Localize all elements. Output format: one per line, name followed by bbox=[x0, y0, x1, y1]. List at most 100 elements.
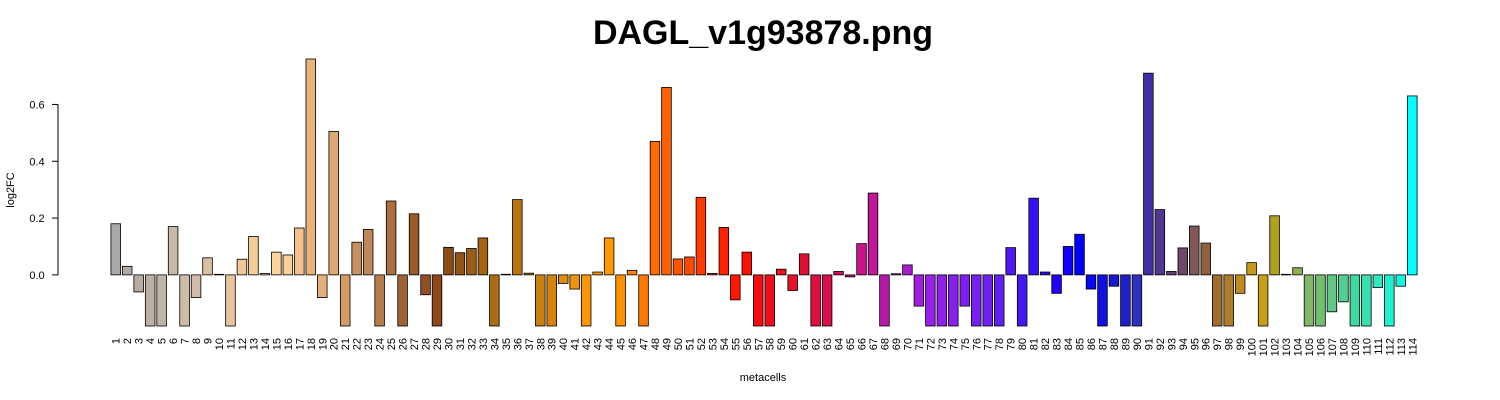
x-tick-label: 49 bbox=[661, 338, 673, 350]
x-tick-label: 114 bbox=[1407, 338, 1419, 356]
bar bbox=[603, 237, 615, 276]
x-tick-label: 107 bbox=[1327, 338, 1339, 356]
x-tick-label: 108 bbox=[1338, 338, 1350, 356]
x-tick-label: 16 bbox=[283, 338, 295, 350]
x-tick-label: 60 bbox=[788, 338, 800, 350]
bar bbox=[179, 274, 190, 327]
bar bbox=[339, 274, 351, 327]
x-tick-label: 15 bbox=[271, 338, 283, 350]
bar bbox=[317, 274, 328, 298]
bar bbox=[787, 274, 798, 291]
x-tick-label: 86 bbox=[1086, 338, 1098, 350]
x-tick-label: 89 bbox=[1120, 338, 1132, 350]
x-tick-label: 20 bbox=[329, 338, 341, 350]
x-tick-label: 3 bbox=[134, 338, 146, 344]
x-tick-label: 74 bbox=[948, 338, 960, 350]
bar bbox=[1062, 246, 1074, 276]
x-tick-label: 113 bbox=[1396, 338, 1408, 356]
x-tick-label: 102 bbox=[1270, 338, 1282, 356]
x-tick-label: 79 bbox=[1006, 338, 1018, 350]
bar bbox=[925, 274, 936, 327]
x-axis-label: metacells bbox=[740, 372, 787, 384]
x-tick-label: 4 bbox=[145, 338, 157, 344]
y-tick-label: 0.6 bbox=[29, 99, 44, 111]
x-tick-label: 99 bbox=[1235, 338, 1247, 350]
x-tick-label: 80 bbox=[1017, 338, 1029, 350]
bar bbox=[454, 252, 466, 276]
bar bbox=[271, 251, 282, 276]
bar bbox=[1372, 274, 1384, 289]
chart-title: DAGL_v1g93878.png bbox=[593, 14, 933, 52]
bar bbox=[1177, 247, 1189, 276]
x-tick-label: 56 bbox=[742, 338, 754, 350]
bar bbox=[351, 241, 362, 276]
bar bbox=[1200, 242, 1211, 276]
x-tick-label: 19 bbox=[317, 338, 329, 350]
bar bbox=[523, 272, 535, 276]
x-tick-label: 17 bbox=[294, 338, 306, 350]
x-tick-label: 44 bbox=[604, 338, 616, 350]
x-tick-label: 51 bbox=[684, 338, 696, 350]
x-tick-label: 48 bbox=[650, 338, 662, 350]
x-tick-label: 83 bbox=[1052, 338, 1064, 350]
x-tick-label: 104 bbox=[1293, 338, 1305, 356]
bar bbox=[1039, 271, 1051, 276]
x-tick-label: 90 bbox=[1132, 338, 1144, 350]
x-tick-label: 52 bbox=[696, 338, 708, 350]
bar bbox=[236, 258, 248, 276]
x-tick-label: 29 bbox=[432, 338, 444, 350]
bar bbox=[190, 274, 202, 298]
bar bbox=[1384, 274, 1395, 327]
bar bbox=[144, 274, 156, 327]
bar bbox=[718, 227, 730, 276]
x-tick-label: 73 bbox=[937, 338, 949, 350]
bar bbox=[569, 274, 580, 290]
x-tick-label: 7 bbox=[180, 338, 192, 344]
bar bbox=[248, 236, 259, 276]
bar bbox=[695, 196, 707, 276]
bar bbox=[121, 265, 133, 276]
bar bbox=[1143, 72, 1154, 276]
bar bbox=[649, 140, 661, 276]
x-tick-label: 58 bbox=[765, 338, 777, 350]
x-tick-label: 103 bbox=[1281, 338, 1293, 356]
x-tick-label: 84 bbox=[1063, 338, 1075, 350]
x-tick-label: 109 bbox=[1350, 338, 1362, 356]
bar bbox=[374, 274, 385, 327]
x-tick-label: 37 bbox=[524, 338, 536, 350]
x-tick-label: 112 bbox=[1384, 338, 1396, 356]
x-tick-label: 33 bbox=[478, 338, 490, 350]
bar bbox=[1131, 274, 1143, 327]
bar bbox=[856, 243, 867, 276]
y-tick-label: 0.0 bbox=[29, 270, 44, 282]
bar bbox=[661, 87, 672, 276]
bar bbox=[213, 273, 225, 276]
x-tick-label: 64 bbox=[834, 338, 846, 350]
x-tick-label: 94 bbox=[1178, 338, 1190, 350]
x-tick-label: 106 bbox=[1315, 338, 1327, 356]
x-tick-label: 54 bbox=[719, 338, 731, 350]
x-tick-label: 88 bbox=[1109, 338, 1121, 350]
x-tick-label: 66 bbox=[857, 338, 869, 350]
x-tick-label: 85 bbox=[1075, 338, 1087, 350]
bar bbox=[477, 237, 489, 276]
x-tick-label: 62 bbox=[811, 338, 823, 350]
x-tick-label: 75 bbox=[960, 338, 972, 350]
x-tick-label: 5 bbox=[157, 338, 169, 344]
x-tick-label: 43 bbox=[593, 338, 605, 350]
bar bbox=[775, 268, 787, 276]
bar bbox=[913, 274, 925, 307]
bar bbox=[259, 273, 271, 276]
bar bbox=[1349, 274, 1361, 327]
x-tick-label: 65 bbox=[845, 338, 857, 350]
bar bbox=[500, 273, 512, 276]
bar bbox=[741, 251, 753, 276]
bar bbox=[1211, 274, 1223, 327]
bar bbox=[466, 248, 477, 276]
y-tick-label: 0.2 bbox=[29, 213, 44, 225]
bar bbox=[1120, 274, 1131, 327]
x-tick-label: 11 bbox=[225, 338, 237, 349]
x-tick-label: 24 bbox=[375, 338, 387, 350]
bar bbox=[420, 274, 431, 296]
x-tick-label: 77 bbox=[983, 338, 995, 350]
